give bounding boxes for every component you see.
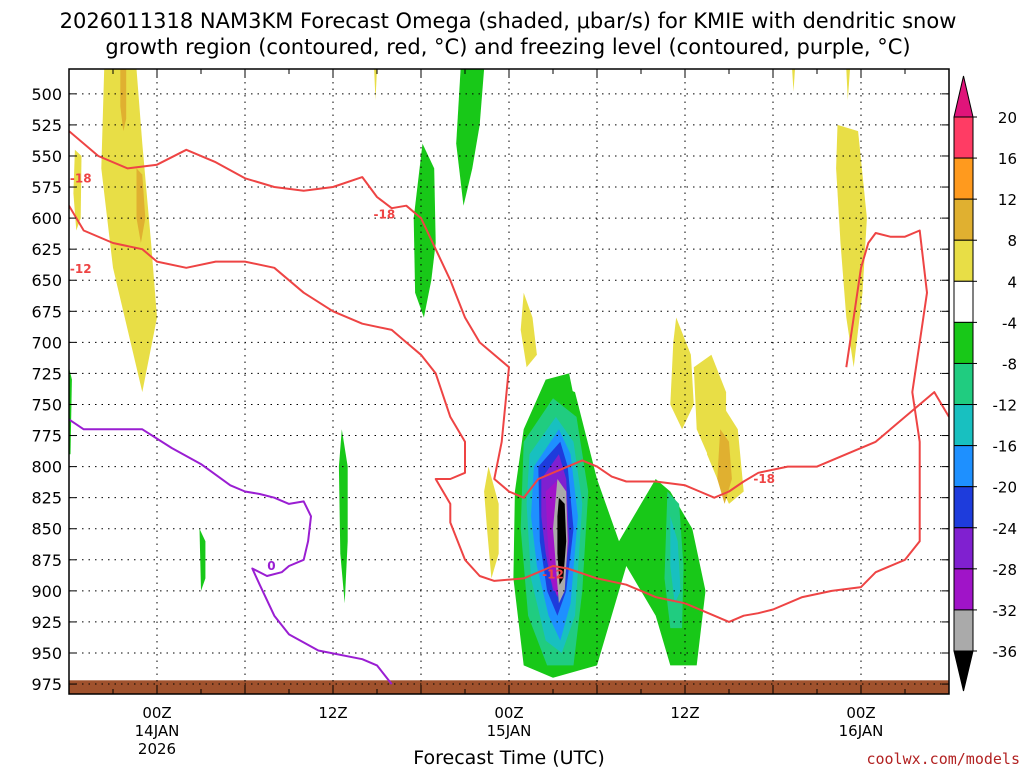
colorbar-label: 8 (1007, 232, 1017, 250)
omega-region-9 (413, 143, 436, 318)
colorbar-swatch (953, 404, 974, 447)
y-tick-label: 975 (31, 675, 62, 694)
omega-region-14 (484, 466, 499, 579)
y-tick-label: 525 (31, 116, 62, 135)
y-tick-label: 825 (31, 489, 62, 508)
credit-text: coolwx.com/models (866, 750, 1020, 768)
omega-region-3 (73, 149, 82, 231)
colorbar-label: -32 (993, 602, 1018, 620)
omega-region-8 (456, 69, 485, 206)
dgz-contour-label: -18 (70, 171, 92, 185)
colorbar-label: 12 (998, 191, 1017, 209)
omega-region-2 (136, 168, 146, 243)
omega-region-12 (199, 528, 206, 591)
dgz-contour-label: -12 (70, 262, 92, 276)
colorbar-label: 4 (1007, 273, 1017, 291)
freezing-level-contour (69, 418, 393, 685)
omega-region-1 (120, 69, 127, 132)
colorbar-label: -36 (993, 643, 1018, 661)
colorbar-label: -8 (1002, 355, 1017, 373)
colorbar-label: -4 (1002, 314, 1017, 332)
omega-region-11 (338, 429, 348, 604)
dgz-contour--12 (69, 205, 928, 623)
grid-layer (69, 69, 949, 694)
omega-region-19 (717, 429, 732, 504)
x-tick-label: 00Z (142, 704, 171, 722)
omega-region-6 (846, 69, 850, 101)
colorbar-swatch (953, 321, 974, 364)
colorbar-label: -28 (993, 561, 1018, 579)
colorbar-swatch (953, 445, 974, 488)
y-tick-label: 700 (31, 333, 62, 352)
omega-region-17 (670, 317, 694, 430)
y-tick-label: 500 (31, 85, 62, 104)
omega-shading-layer (69, 69, 867, 678)
freezing-level-label: 0 (267, 559, 275, 573)
chart-title-line-2: growth region (contoured, red, °C) and f… (105, 35, 910, 59)
omega-region-0 (101, 69, 157, 393)
contour-labels-layer: -18 -18 -18 -12 -12 0 (70, 171, 775, 582)
x-tick-label: 12Z (670, 704, 699, 722)
y-tick-label: 550 (31, 147, 62, 166)
colorbar-bottom-arrow (953, 650, 974, 692)
y-tick-label: 950 (31, 644, 62, 663)
colorbar-swatch (953, 116, 974, 159)
colorbar-label: 16 (998, 150, 1017, 168)
colorbar-label: -20 (993, 479, 1018, 497)
chart-title-line-1: 2026011318 NAM3KM Forecast Omega (shaded… (60, 9, 957, 33)
y-tick-label: 675 (31, 302, 62, 321)
y-axis: 500 525 550 575 600 625 650 675 700 725 750 775 800 8… (31, 85, 949, 694)
colorbar-swatch (953, 486, 974, 529)
colorbar-top-arrow (953, 75, 974, 118)
y-tick-label: 650 (31, 271, 62, 290)
dgz-contour-label: -12 (542, 568, 564, 582)
omega-region-18 (693, 354, 727, 467)
x-tick-date: 15JAN (487, 722, 532, 740)
y-tick-label: 875 (31, 551, 62, 570)
y-tick-label: 925 (31, 613, 62, 632)
x-tick-label: 00Z (494, 704, 523, 722)
colorbar-swatch (953, 362, 974, 406)
dgz-contour-label: -18 (373, 207, 395, 221)
omega-region-7 (792, 69, 795, 92)
contour-layer (69, 130, 949, 685)
colorbar-label: -24 (993, 520, 1018, 538)
omega-region-5 (836, 124, 867, 368)
y-tick-label: 900 (31, 582, 62, 601)
y-tick-label: 600 (31, 209, 62, 228)
dgz-contour-label: -18 (753, 472, 775, 486)
y-tick-label: 850 (31, 520, 62, 539)
x-tick-date: 14JAN (135, 722, 180, 740)
colorbar-swatch (953, 157, 974, 200)
y-tick-label: 750 (31, 395, 62, 414)
colorbar-swatch (953, 239, 974, 282)
colorbar-swatch (953, 609, 974, 652)
x-tick-date: 16JAN (839, 722, 884, 740)
colorbar: 20 16 12 8 4 -4 -8 -12 -16 -20 -24 -28 -32 -36 (953, 75, 1018, 692)
y-tick-label: 725 (31, 364, 62, 383)
colorbar-swatch (953, 527, 974, 570)
x-tick-label: 12Z (318, 704, 347, 722)
colorbar-swatch (953, 568, 974, 611)
colorbar-label: -16 (993, 438, 1018, 456)
omega-region-31 (670, 516, 681, 604)
omega-region-4 (374, 69, 377, 101)
x-tick-label: 00Z (846, 704, 875, 722)
colorbar-label: -12 (993, 397, 1018, 415)
y-tick-label: 575 (31, 178, 62, 197)
y-tick-label: 775 (31, 427, 62, 446)
colorbar-label: 20 (998, 109, 1017, 127)
omega-region-13 (520, 292, 537, 368)
dgz-contour--18 (69, 130, 949, 499)
colorbar-swatch (953, 198, 974, 241)
omega-region-21 (545, 373, 578, 417)
colorbar-swatch (953, 280, 974, 323)
x-axis-label: Forecast Time (UTC) (413, 747, 604, 768)
y-tick-label: 625 (31, 240, 62, 259)
omega-region-29 (557, 497, 567, 585)
y-tick-label: 800 (31, 458, 62, 477)
x-tick-year: 2026 (138, 740, 176, 758)
